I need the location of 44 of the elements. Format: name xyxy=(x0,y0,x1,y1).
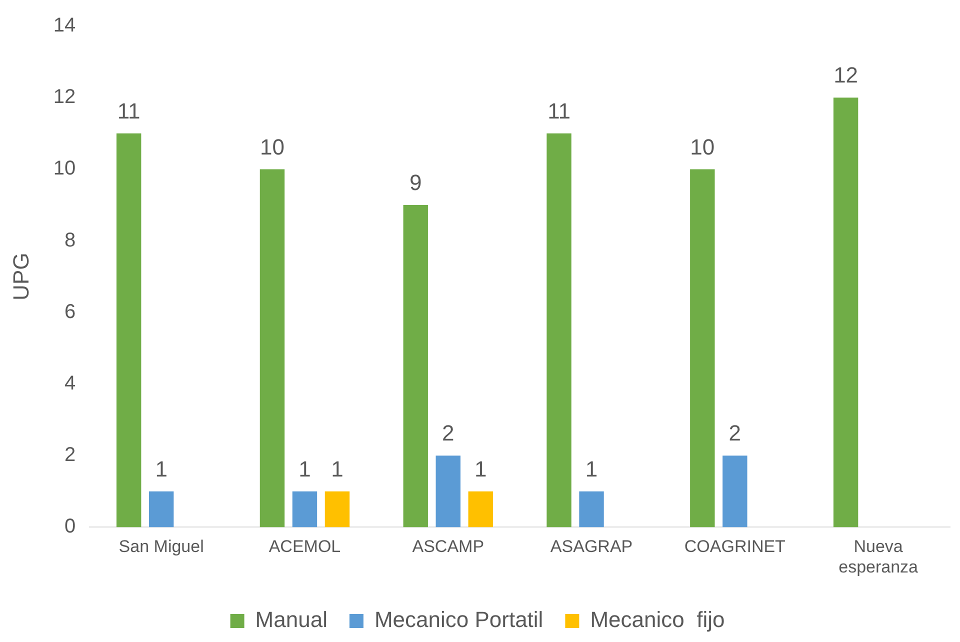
bar xyxy=(690,169,715,528)
y-tick-label: 6 xyxy=(64,300,76,323)
data-label: 11 xyxy=(117,98,140,124)
data-label: 2 xyxy=(442,420,454,446)
bar xyxy=(260,169,285,528)
legend-label: Mecanico fijo xyxy=(590,607,725,632)
x-tick-label: ASCAMP xyxy=(412,537,484,556)
data-label: 11 xyxy=(548,98,570,124)
x-tick-label: ACEMOL xyxy=(268,537,341,556)
y-tick-label: 2 xyxy=(64,444,76,466)
data-label: 10 xyxy=(260,134,284,160)
data-label: 10 xyxy=(690,134,715,160)
y-tick-label: 14 xyxy=(53,14,76,37)
data-label: 1 xyxy=(474,456,487,482)
bar xyxy=(436,456,460,528)
y-tick-label: 4 xyxy=(64,372,76,395)
data-label: 1 xyxy=(155,456,168,482)
legend-label: Mecanico Portatil xyxy=(374,607,544,632)
data-label: 1 xyxy=(585,456,598,482)
data-label: 9 xyxy=(410,170,422,196)
legend-label: Manual xyxy=(255,607,328,632)
y-tick-label: 10 xyxy=(53,158,76,180)
bar xyxy=(403,205,428,528)
data-label: 12 xyxy=(834,62,858,88)
bar xyxy=(546,133,572,528)
y-tick-label: 12 xyxy=(53,86,76,108)
data-label: 1 xyxy=(298,456,311,482)
y-tick-label: 0 xyxy=(64,516,76,538)
x-tick-label: COAGRINET xyxy=(684,537,786,556)
bar xyxy=(722,456,748,528)
bar xyxy=(292,491,318,528)
bar xyxy=(148,491,174,528)
x-tick-label: San Miguel xyxy=(118,537,204,556)
data-label: 1 xyxy=(331,456,344,482)
x-tick-label: Nueva esperanza xyxy=(838,537,919,576)
y-tick-label: 8 xyxy=(64,229,76,252)
bar xyxy=(833,98,858,528)
bar xyxy=(579,491,604,528)
bar xyxy=(324,491,350,528)
data-label: 2 xyxy=(728,420,742,446)
x-tick-label: ASAGRAP xyxy=(550,537,633,556)
bar xyxy=(116,133,142,528)
y-axis-title: UPG xyxy=(8,252,34,300)
bar xyxy=(468,491,493,528)
